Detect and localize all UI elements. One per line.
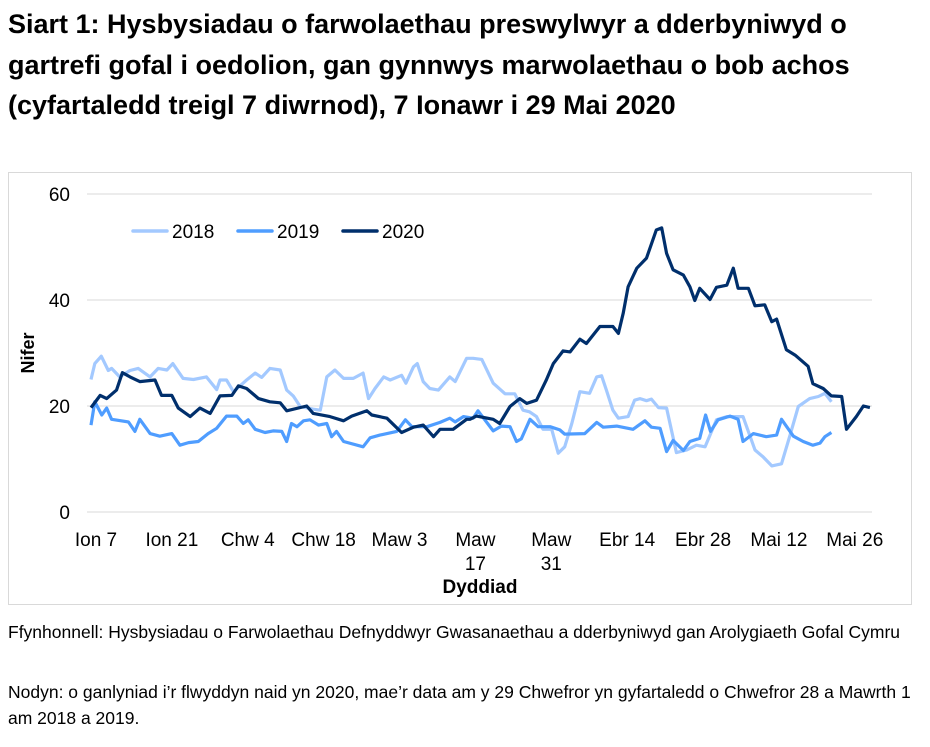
chart-area bbox=[8, 172, 912, 605]
footnote: Nodyn: o ganlyniad i’r flwyddyn naid yn … bbox=[8, 682, 911, 728]
y-axis-label: Nifer bbox=[18, 332, 38, 373]
source-note: Ffynhonnell: Hysbysiadau o Farwolaethau … bbox=[8, 622, 901, 642]
x-tick-label: Ebr 28 bbox=[675, 530, 731, 551]
x-tick-label: Maw 17 bbox=[455, 530, 495, 575]
x-axis-label: Dyddiad bbox=[443, 577, 518, 598]
y-tick-label: 0 bbox=[59, 503, 70, 524]
series-line-2020 bbox=[89, 226, 871, 439]
x-tick-label: Chw 4 bbox=[221, 530, 275, 551]
series-line-2018 bbox=[89, 354, 833, 468]
legend-label-2019: 2019 bbox=[277, 222, 319, 243]
x-tick-label: Ion 7 bbox=[75, 530, 117, 551]
x-tick-label: Chw 18 bbox=[291, 530, 355, 551]
y-tick-label: 40 bbox=[49, 291, 70, 312]
x-tick-label: Mai 12 bbox=[750, 530, 807, 551]
y-tick-label: 60 bbox=[49, 185, 70, 206]
y-tick-label: 20 bbox=[49, 397, 70, 418]
x-tick-label: Ion 21 bbox=[145, 530, 198, 551]
x-tick-label: Ebr 14 bbox=[599, 530, 655, 551]
legend-label-2020: 2020 bbox=[382, 222, 424, 243]
chart-title: Siart 1: Hysbysiadau o farwolaethau pres… bbox=[8, 9, 850, 120]
legend-label-2018: 2018 bbox=[172, 222, 214, 243]
series-line-2019 bbox=[89, 400, 833, 454]
x-tick-label: Maw 3 bbox=[372, 530, 428, 551]
x-tick-label: Mai 26 bbox=[826, 530, 883, 551]
x-tick-label: Maw 31 bbox=[531, 530, 571, 575]
